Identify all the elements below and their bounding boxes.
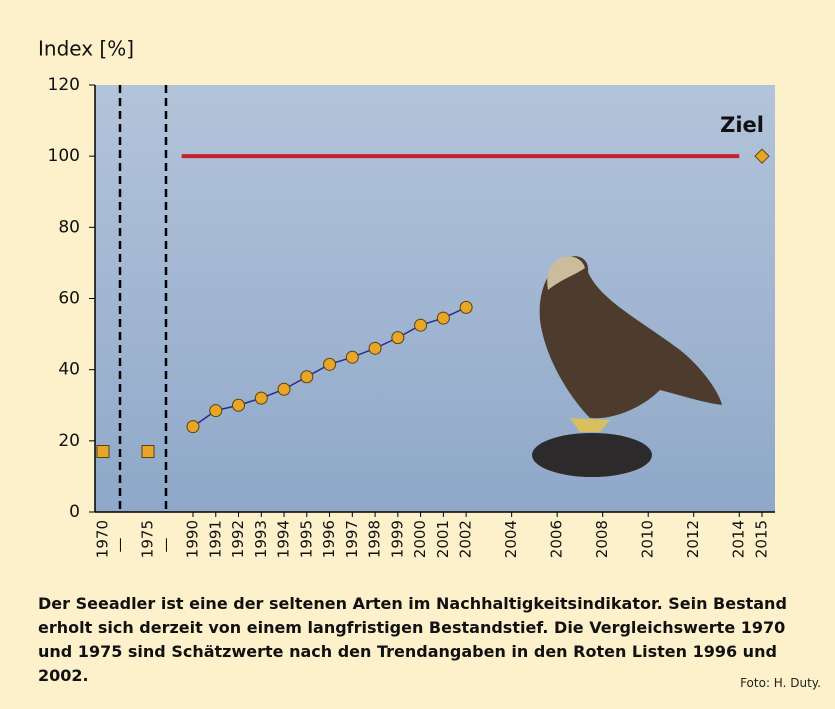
x-tick-label: 1998 (366, 520, 384, 558)
circle-marker (459, 300, 473, 314)
circle-marker (186, 420, 200, 434)
x-tick-label: 1991 (206, 520, 224, 558)
x-tick-label: 2015 (753, 520, 771, 558)
x-tick-label: 2008 (593, 520, 611, 558)
x-tick-label: 1995 (297, 520, 315, 558)
y-tick-label: 0 (69, 502, 80, 522)
x-tick-label: 1996 (320, 520, 338, 558)
axis-break-label: — (157, 538, 175, 553)
caption: Der Seeadler ist eine der seltenen Arten… (38, 594, 787, 685)
x-tick-label: 1992 (229, 520, 247, 558)
circle-marker (345, 350, 359, 364)
y-tick-label: 80 (58, 217, 80, 237)
y-tick-label: 40 (58, 360, 80, 380)
circle-marker (436, 311, 450, 325)
circle-marker (254, 391, 268, 405)
circle-marker (300, 370, 314, 384)
x-tick-label: 2000 (411, 520, 429, 558)
x-tick-label: 2004 (502, 520, 520, 558)
x-tick-label: 2001 (434, 520, 452, 558)
x-tick-label: 2012 (684, 520, 702, 558)
x-tick-label: 2002 (457, 520, 475, 558)
square-marker (96, 445, 110, 459)
circle-marker (232, 398, 246, 412)
diamond-marker (754, 148, 770, 164)
photo-credit: Foto: H. Duty. (740, 676, 821, 690)
x-tick-label: 1994 (275, 520, 293, 558)
axis-break-label: — (111, 538, 129, 553)
x-tick-label: 1999 (388, 520, 406, 558)
y-tick-label: 20 (58, 431, 80, 451)
circle-marker (414, 318, 428, 332)
circle-marker (209, 404, 223, 418)
y-tick-label: 60 (58, 289, 80, 309)
circle-marker (277, 382, 291, 396)
x-tick-label: 1993 (252, 520, 270, 558)
y-axis-label: Index [%] (38, 37, 134, 61)
x-tick-label: 1997 (343, 520, 361, 558)
x-tick-label: 1970 (94, 520, 112, 558)
photo-background (95, 85, 775, 512)
x-tick-label: 1975 (139, 520, 157, 558)
target-label: Ziel (720, 113, 764, 137)
y-tick-label: 120 (48, 75, 80, 95)
circle-marker (391, 331, 405, 345)
x-tick-label: 2014 (730, 520, 748, 558)
y-tick-label: 100 (48, 146, 80, 166)
eagle-photo (532, 256, 722, 477)
circle-marker (323, 357, 337, 371)
circle-marker (368, 341, 382, 355)
x-tick-label: 2010 (639, 520, 657, 558)
square-marker (141, 445, 155, 459)
x-tick-label: 2006 (548, 520, 566, 558)
x-tick-label: 1990 (184, 520, 202, 558)
